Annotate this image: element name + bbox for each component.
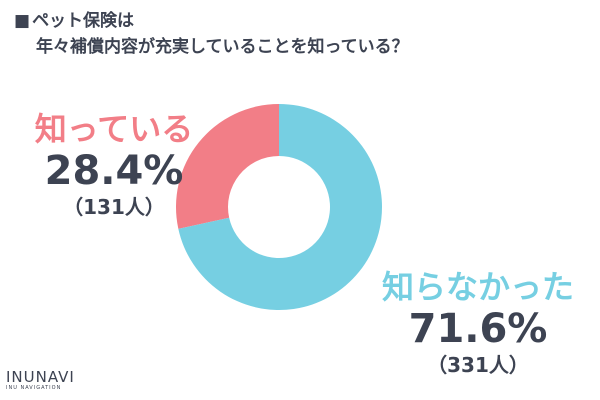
title-marker: ■ (14, 11, 31, 31)
slice-label-known: 知っている 28.4% （131人） (14, 110, 214, 220)
slice-percent-known: 28.4% (44, 148, 184, 194)
title-line-2: 年々補償内容が充実していることを知っている？ (36, 37, 409, 57)
title-line-1: ペット保険は (32, 11, 135, 31)
slice-count-unknown: （331人） (427, 353, 529, 377)
brand-logo: INUNAVI INU NAVIGATION (6, 369, 75, 392)
slice-count-known: （131人） (63, 195, 165, 219)
slice-percent-unknown: 71.6% (408, 306, 548, 352)
donut-slice-known (176, 104, 279, 229)
slice-label-unknown: 知らなかった 71.6% （331人） (360, 268, 596, 378)
brand-subtitle: INU NAVIGATION (6, 385, 62, 391)
donut-slice-unknown (178, 104, 382, 310)
chart-title: ■ ペット保険は 年々補償内容が充実していることを知っている？ (14, 8, 409, 60)
brand-name: INUNAVI (6, 368, 75, 386)
slice-name-unknown: 知らなかった (381, 268, 574, 306)
slice-name-known: 知っている (34, 110, 194, 148)
